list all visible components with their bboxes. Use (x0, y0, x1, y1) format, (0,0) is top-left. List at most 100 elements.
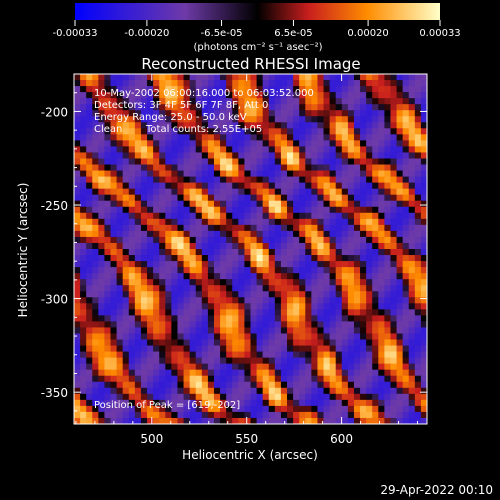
heatmap-cell (280, 164, 288, 172)
heatmap-cell (335, 224, 343, 232)
heatmap-cell (201, 200, 209, 208)
heatmap-cell (256, 200, 264, 208)
heatmap-cell (183, 315, 191, 323)
heatmap-cell (317, 98, 325, 105)
heatmap-cell (299, 164, 306, 172)
heatmap-cell (396, 405, 404, 413)
heatmap-cell (335, 393, 343, 401)
heatmap-cell (420, 92, 427, 99)
heatmap-cell (280, 224, 288, 232)
heatmap-cell (86, 194, 93, 202)
heatmap-cell (384, 212, 392, 220)
heatmap-cell (347, 110, 355, 117)
heatmap-cell (396, 128, 404, 135)
heatmap-cell (134, 363, 142, 371)
heatmap-cell (335, 212, 343, 220)
heatmap-cell (195, 309, 203, 316)
heatmap-cell (134, 170, 142, 178)
heatmap-cell (396, 399, 404, 407)
heatmap-cell (183, 279, 191, 286)
heatmap-cell (238, 194, 246, 202)
heatmap-cell (366, 200, 373, 208)
heatmap-cell (305, 116, 312, 123)
heatmap-cell (366, 279, 373, 286)
heatmap-cell (244, 140, 252, 148)
heatmap-cell (317, 92, 325, 99)
heatmap-cell (80, 303, 87, 310)
heatmap-cell (122, 387, 130, 395)
heatmap-cell (396, 411, 404, 419)
heatmap-cell (256, 158, 264, 166)
heatmap-cell (366, 369, 373, 377)
heatmap-cell (287, 375, 294, 383)
heatmap-cell (408, 194, 416, 202)
heatmap-cell (80, 134, 87, 141)
heatmap-cell (98, 230, 106, 238)
heatmap-cell (74, 363, 81, 371)
heatmap-cell (207, 128, 215, 135)
heatmap-cell (262, 393, 270, 401)
heatmap-cell (122, 218, 130, 226)
heatmap-cell (116, 74, 124, 81)
heatmap-cell (323, 80, 331, 87)
heatmap-cell (378, 285, 385, 292)
heatmap-cell (165, 110, 172, 117)
heatmap-cell (347, 200, 355, 208)
heatmap-cell (335, 116, 343, 123)
heatmap-cell (74, 249, 81, 256)
heatmap-cell (250, 188, 258, 196)
heatmap-cell (402, 116, 410, 123)
heatmap-cell (305, 134, 312, 141)
heatmap-cell (293, 86, 300, 93)
heatmap-cell (86, 249, 93, 256)
heatmap-cell (80, 200, 87, 208)
heatmap-cell (183, 140, 191, 148)
heatmap-cell (305, 164, 312, 172)
heatmap-cell (299, 224, 306, 232)
heatmap-cell (274, 164, 282, 172)
heatmap-cell (92, 387, 99, 395)
heatmap-cell (274, 387, 282, 395)
heatmap-cell (201, 363, 209, 371)
heatmap-cell (86, 357, 93, 365)
heatmap-cell (384, 86, 392, 93)
heatmap-cell (250, 351, 258, 359)
heatmap-cell (153, 291, 160, 298)
heatmap-cell (256, 297, 264, 304)
heatmap-cell (262, 116, 270, 123)
heatmap-cell (408, 279, 416, 286)
heatmap-cell (226, 152, 233, 160)
heatmap-cell (335, 321, 343, 329)
heatmap-cell (366, 291, 373, 298)
heatmap-cell (195, 152, 203, 160)
heatmap-cell (299, 122, 306, 129)
heatmap-cell (213, 411, 221, 419)
heatmap-cell (128, 291, 136, 298)
heatmap-cell (366, 393, 373, 401)
heatmap-cell (104, 321, 112, 329)
heatmap-cell (232, 98, 239, 105)
heatmap-cell (250, 104, 258, 111)
heatmap-cell (293, 357, 300, 365)
heatmap-cell (92, 303, 99, 310)
heatmap-cell (287, 333, 294, 341)
heatmap-cell (408, 417, 416, 424)
heatmap-cell (195, 134, 203, 141)
heatmap-cell (183, 363, 191, 371)
heatmap-cell (372, 182, 379, 190)
heatmap-cell (323, 194, 331, 202)
heatmap-cell (159, 291, 166, 298)
heatmap-cell (177, 86, 185, 93)
heatmap-cell (104, 345, 112, 353)
heatmap-cell (280, 255, 288, 262)
heatmap-cell (274, 249, 282, 256)
heatmap-cell (140, 152, 148, 160)
heatmap-cell (140, 255, 148, 262)
heatmap-cell (86, 104, 93, 111)
heatmap-cell (183, 303, 191, 310)
heatmap-cell (207, 176, 215, 184)
heatmap-cell (134, 297, 142, 304)
heatmap-cell (159, 321, 166, 329)
heatmap-cell (268, 188, 276, 196)
heatmap-cell (92, 351, 99, 359)
